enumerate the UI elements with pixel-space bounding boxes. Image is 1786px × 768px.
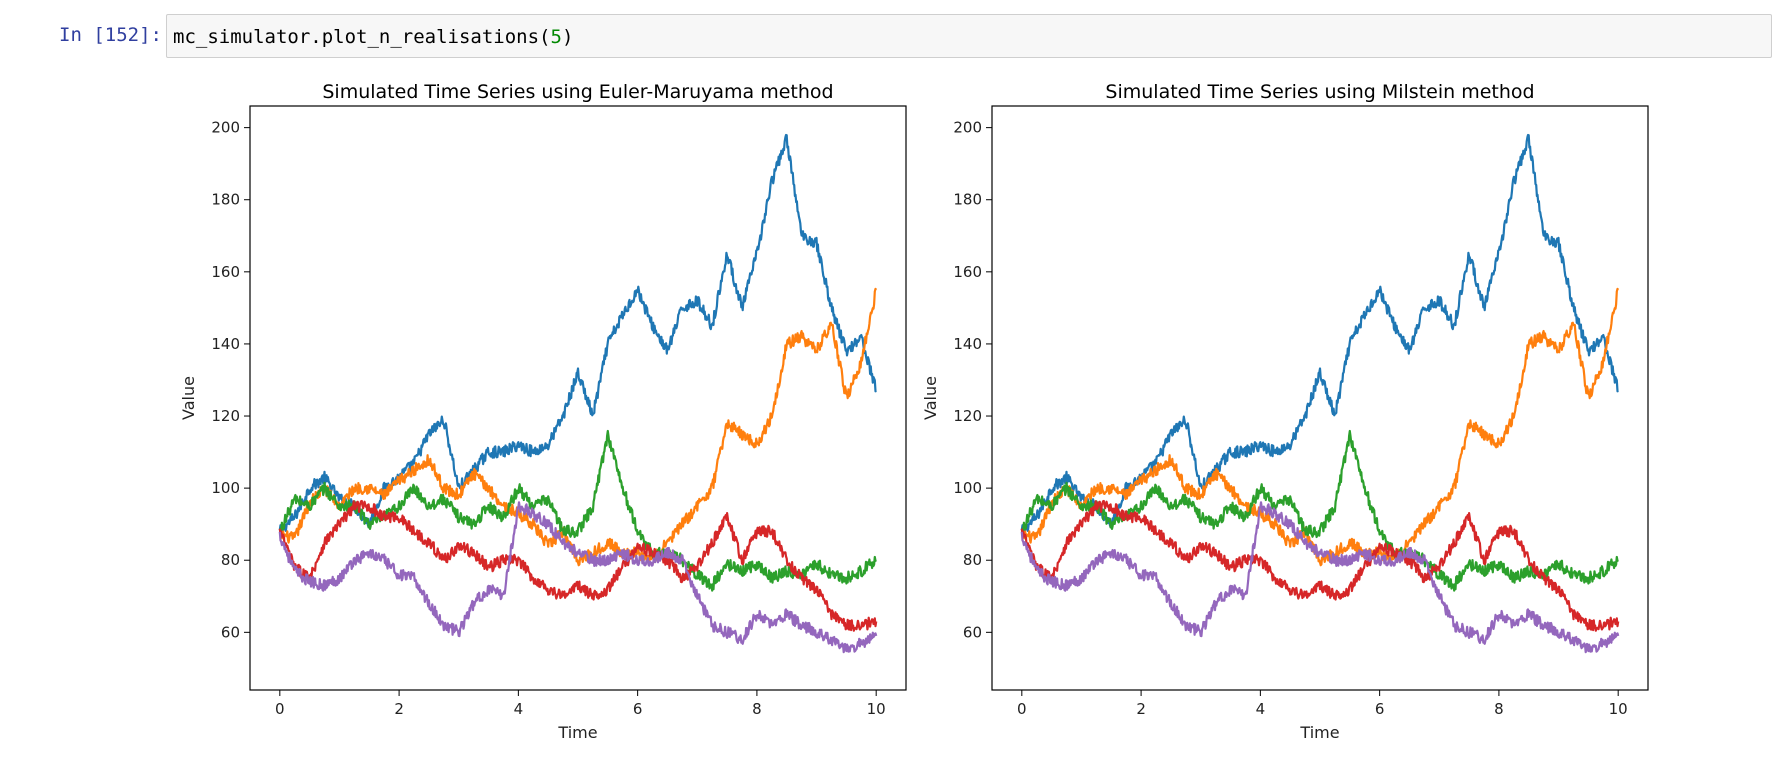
x-tick-label: 8: [1494, 700, 1504, 718]
y-tick-label: 80: [963, 551, 982, 569]
y-tick-label: 120: [211, 407, 240, 425]
plot-frame: [991, 105, 1649, 691]
x-tick-label: 0: [275, 700, 285, 718]
plot-frame: [249, 105, 907, 691]
series-line-4: [1020, 499, 1620, 632]
y-tick-label: 180: [953, 191, 982, 209]
y-tick-label: 120: [953, 407, 982, 425]
x-tick-label: 6: [633, 700, 643, 718]
y-tick-label: 180: [211, 191, 240, 209]
x-tick-label: 2: [394, 700, 404, 718]
output-figure: Simulated Time Series using Euler-Maruya…: [179, 81, 1649, 742]
x-tick-label: 8: [752, 700, 762, 718]
y-tick-label: 160: [211, 263, 240, 281]
series-line-4: [278, 499, 878, 632]
y-tick-label: 100: [953, 479, 982, 497]
y-tick-label: 80: [221, 551, 240, 569]
y-tick-label: 140: [953, 335, 982, 353]
y-tick-label: 160: [953, 263, 982, 281]
series-line-1: [1020, 133, 1619, 532]
y-tick-label: 100: [211, 479, 240, 497]
y-axis-label: Value: [921, 376, 940, 420]
cell-output-area: Simulated Time Series using Euler-Maruya…: [0, 66, 1786, 764]
x-axis-label: Time: [557, 723, 597, 742]
y-tick-label: 200: [211, 119, 240, 137]
y-tick-label: 140: [211, 335, 240, 353]
series-line-2: [1020, 287, 1620, 567]
code-close-paren: ): [561, 26, 574, 48]
x-tick-label: 6: [1375, 700, 1385, 718]
x-tick-label: 0: [1017, 700, 1027, 718]
series-group: [1020, 133, 1620, 654]
x-tick-label: 10: [867, 700, 886, 718]
x-tick-label: 4: [514, 700, 524, 718]
code-open-paren: (: [539, 26, 551, 48]
cell-input-prompt: In [152]:: [59, 24, 162, 46]
y-axis-label: Value: [179, 376, 198, 420]
x-axis-label: Time: [1299, 723, 1339, 742]
series-line-2: [278, 287, 878, 567]
code-argument: 5: [550, 26, 562, 48]
series-line-1: [278, 133, 877, 532]
y-tick-label: 60: [221, 623, 240, 641]
code-line[interactable]: mc_simulator.plot_n_realisations(5): [173, 24, 573, 50]
x-tick-label: 10: [1609, 700, 1628, 718]
code-call: mc_simulator.plot_n_realisations: [173, 26, 540, 48]
chart-1: Simulated Time Series using Euler-Maruya…: [179, 81, 907, 742]
y-tick-label: 60: [963, 623, 982, 641]
series-group: [278, 133, 878, 654]
series-line-5: [1020, 501, 1620, 654]
x-tick-label: 4: [1256, 700, 1266, 718]
chart-title: Simulated Time Series using Milstein met…: [1105, 81, 1534, 103]
series-line-5: [278, 501, 878, 654]
x-tick-label: 2: [1136, 700, 1146, 718]
chart-2: Simulated Time Series using Milstein met…: [921, 81, 1649, 742]
code-input-area[interactable]: mc_simulator.plot_n_realisations(5): [166, 14, 1772, 58]
chart-title: Simulated Time Series using Euler-Maruya…: [322, 81, 833, 103]
y-tick-label: 200: [953, 119, 982, 137]
